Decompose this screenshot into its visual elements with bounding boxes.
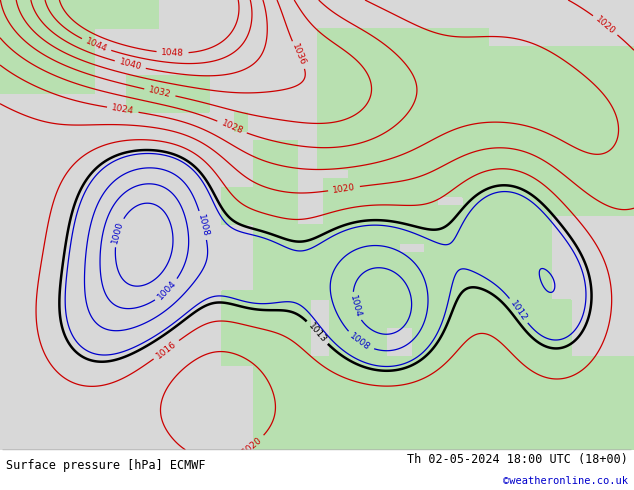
Text: ©weatheronline.co.uk: ©weatheronline.co.uk — [503, 476, 628, 486]
Text: 1020: 1020 — [332, 182, 356, 195]
Text: 1008: 1008 — [196, 213, 210, 238]
Text: 1040: 1040 — [118, 58, 143, 72]
Text: Surface pressure [hPa] ECMWF: Surface pressure [hPa] ECMWF — [6, 460, 206, 472]
Text: 1016: 1016 — [155, 339, 178, 360]
Text: Th 02-05-2024 18:00 UTC (18+00): Th 02-05-2024 18:00 UTC (18+00) — [407, 453, 628, 466]
Text: 1048: 1048 — [161, 48, 184, 58]
Text: 1028: 1028 — [220, 119, 244, 136]
Text: 1024: 1024 — [111, 103, 135, 116]
Text: 1008: 1008 — [348, 331, 372, 352]
Text: 1020: 1020 — [240, 435, 264, 456]
Text: 1004: 1004 — [156, 279, 178, 302]
Text: 1013: 1013 — [306, 321, 328, 344]
Text: 1012: 1012 — [508, 299, 529, 323]
Text: 1020: 1020 — [594, 14, 617, 36]
Text: 1000: 1000 — [111, 220, 126, 245]
Text: 1032: 1032 — [148, 85, 172, 99]
Text: 1036: 1036 — [290, 43, 307, 67]
Text: 1044: 1044 — [84, 36, 108, 54]
Text: 1004: 1004 — [347, 294, 362, 319]
